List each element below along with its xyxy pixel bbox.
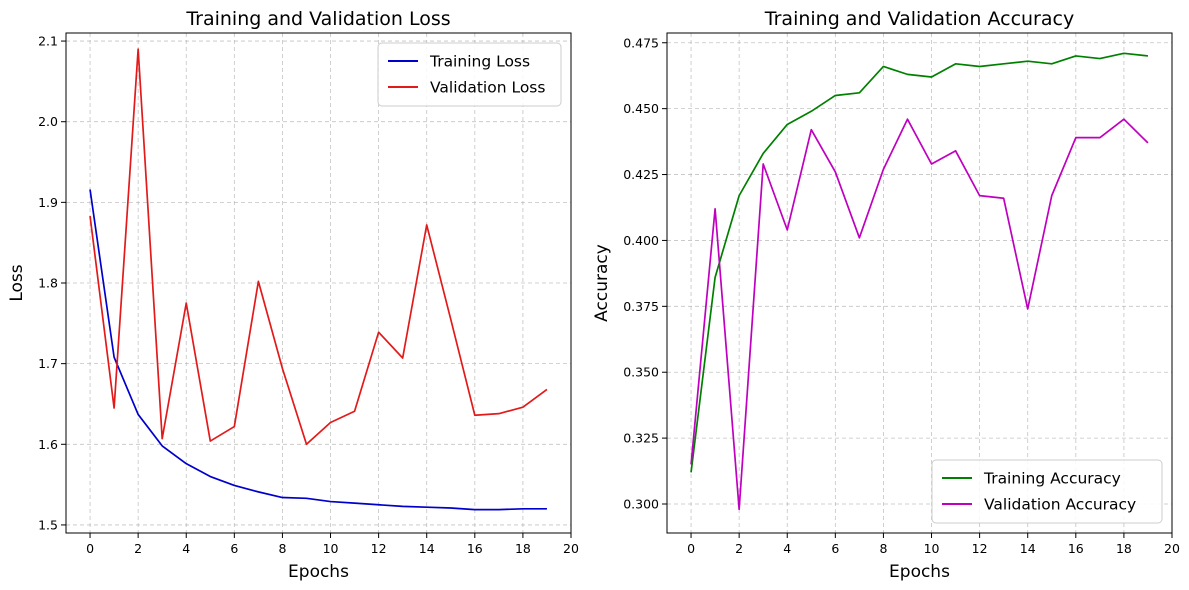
x-tick-label: 16	[1068, 541, 1084, 556]
x-tick-label: 8	[879, 541, 887, 556]
chart-title: Training and Validation Accuracy	[764, 8, 1074, 30]
x-tick-label: 18	[1116, 541, 1132, 556]
x-tick-label: 4	[182, 541, 190, 556]
y-tick-label: 0.300	[623, 497, 659, 512]
y-tick-label: 0.450	[623, 101, 659, 116]
y-axis-label: Loss	[7, 264, 27, 301]
x-tick-label: 2	[735, 541, 743, 556]
y-tick-label: 1.9	[38, 195, 58, 210]
y-tick-label: 1.6	[38, 437, 58, 452]
x-tick-label: 6	[230, 541, 238, 556]
series-line-training-accuracy	[690, 52, 1149, 473]
series-line-validation-accuracy	[690, 118, 1149, 511]
x-axis-label: Epochs	[288, 562, 349, 582]
legend: Training Loss Validation Loss	[377, 42, 562, 107]
plot-frame	[65, 32, 572, 534]
x-tick-label: 12	[972, 541, 988, 556]
x-axis-label: Epochs	[889, 562, 950, 582]
x-tick-label: 4	[783, 541, 791, 556]
y-tick-label: 0.400	[623, 233, 659, 248]
x-tick-label: 14	[419, 541, 435, 556]
x-tick-label: 2	[134, 541, 142, 556]
y-tick-label: 0.350	[623, 365, 659, 380]
y-axis-label: Accuracy	[592, 244, 612, 322]
series-line-validation-loss	[89, 48, 548, 446]
y-tick-label: 2.0	[38, 114, 58, 129]
x-tick-label: 0	[86, 541, 94, 556]
x-tick-label: 14	[1020, 541, 1036, 556]
legend-entry: Training Accuracy	[983, 470, 1121, 488]
chart-0: 0 2 4 6 8 10 12 14 16 18 20 1.5 1.6 1.7 1.8 1.9 2.0 2.1 Tr…	[7, 8, 579, 582]
chart-1: 0 2 4 6 8 10 12 14 16 18 20 0.300 0.325 0.350 0.375 0.4…	[592, 8, 1180, 582]
x-tick-label: 6	[831, 541, 839, 556]
x-tick-label: 20	[563, 541, 579, 556]
x-tick-label: 16	[467, 541, 483, 556]
y-tick-label: 1.5	[38, 517, 58, 532]
legend: Training Accuracy Validation Accuracy	[931, 459, 1163, 524]
x-tick-label: 0	[687, 541, 695, 556]
x-tick-label: 18	[515, 541, 531, 556]
y-tick-label: 0.325	[623, 431, 659, 446]
y-tick-label: 1.8	[38, 276, 58, 291]
plot-frame	[666, 32, 1173, 534]
legend-box	[931, 459, 1163, 524]
legend-entry: Training Loss	[429, 53, 530, 71]
x-tick-label: 8	[278, 541, 286, 556]
y-tick-label: 0.375	[623, 299, 659, 314]
x-tick-label: 20	[1164, 541, 1180, 556]
series-line-training-loss	[89, 189, 547, 511]
y-tick-label: 0.475	[623, 35, 659, 50]
legend-entry: Validation Loss	[430, 79, 545, 97]
legend-entry: Validation Accuracy	[984, 496, 1136, 514]
legend-box	[377, 42, 562, 107]
x-tick-label: 12	[371, 541, 387, 556]
chart-title: Training and Validation Loss	[185, 8, 450, 30]
y-tick-label: 2.1	[38, 34, 58, 49]
x-tick-label: 10	[924, 541, 940, 556]
y-tick-label: 0.425	[623, 167, 659, 182]
x-tick-label: 10	[323, 541, 339, 556]
y-tick-label: 1.7	[38, 356, 58, 371]
